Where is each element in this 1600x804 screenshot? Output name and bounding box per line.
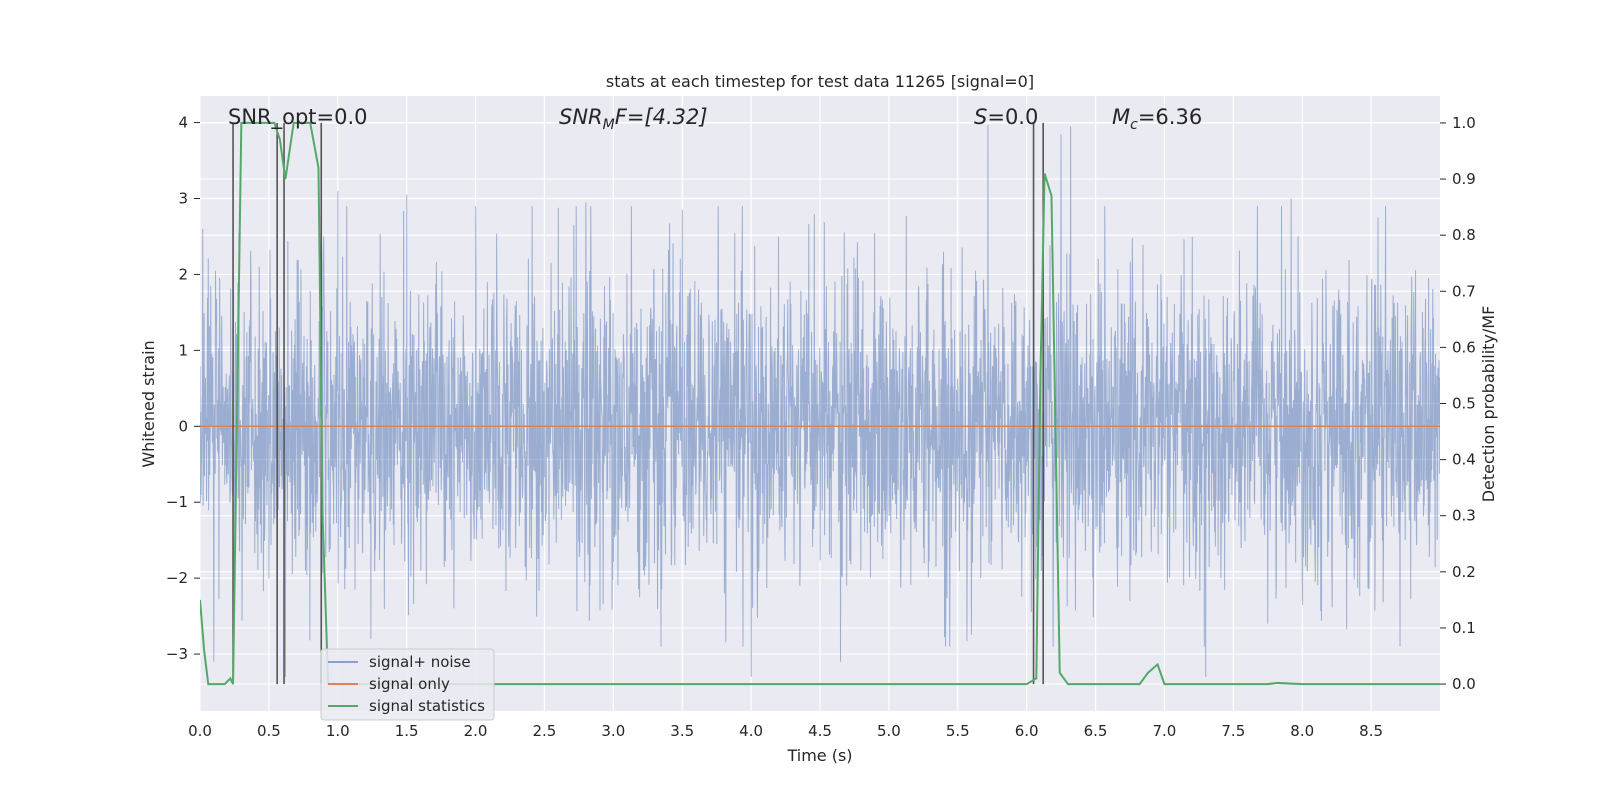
y-right-tick-label-2: 0.2 (1452, 563, 1476, 581)
legend-label-signal-only: signal only (369, 675, 450, 693)
x-tick-label-16: 8.0 (1290, 722, 1314, 740)
annotation-snr-mf-sub: M (603, 117, 615, 133)
y-right-tick-label-3: 0.3 (1452, 507, 1476, 525)
annotation-mc-main: M (1112, 105, 1130, 129)
x-tick-label-8: 4.0 (739, 722, 763, 740)
annotation-s: S=0.0 (974, 105, 1038, 129)
x-tick-label-6: 3.0 (601, 722, 625, 740)
y-right-tick-label-10: 1.0 (1452, 114, 1476, 132)
y-left-tick-label-5: 2 (178, 265, 188, 283)
y-right-tick-label-8: 0.8 (1452, 226, 1476, 244)
y-left-tick-label-7: 4 (178, 114, 188, 132)
annotation-snr-opt: SNR_opt=0.0 (228, 105, 368, 130)
annotation-snr-mf: SNRMF=[4.32] (559, 105, 708, 133)
x-tick-label-11: 5.5 (946, 722, 970, 740)
y-left-tick-label-4: 1 (178, 341, 188, 359)
y-left-tick-label-3: 0 (178, 417, 188, 435)
x-tick-labels: 0.0 0.5 1.0 1.5 2.0 2.5 3.0 3.5 4.0 4.5 5.0 5.5 6.0 6… (188, 722, 1383, 740)
x-tick-label-3: 1.5 (395, 722, 419, 740)
x-tick-label-17: 8.5 (1359, 722, 1383, 740)
y-left-tick-label-6: 3 (178, 190, 188, 208)
x-tick-label-1: 0.5 (257, 722, 281, 740)
x-tick-label-13: 6.5 (1084, 722, 1108, 740)
annotation-mc-tail: =6.36 (1138, 105, 1202, 129)
x-tick-label-0: 0.0 (188, 722, 212, 740)
x-tick-label-12: 6.0 (1015, 722, 1039, 740)
annotation-snr-mf-tail: F=[4.32] (615, 105, 708, 129)
y-left-tick-label-2: −1 (166, 493, 188, 511)
x-tick-label-9: 4.5 (808, 722, 832, 740)
y-left-tick-label-1: −2 (166, 569, 188, 587)
x-tick-label-7: 3.5 (670, 722, 694, 740)
right-tick-labels: 0.0 0.1 0.2 0.3 0.4 0.5 0.6 0.7 0.8 0.9 1.0 (1440, 114, 1476, 693)
y-right-tick-label-7: 0.7 (1452, 282, 1476, 300)
x-tick-label-10: 5.0 (877, 722, 901, 740)
left-tick-labels: −3 −2 −1 0 1 2 3 4 (166, 114, 200, 663)
chart-title: stats at each timestep for test data 112… (606, 72, 1034, 91)
y-right-tick-label-4: 0.4 (1452, 451, 1476, 469)
y-right-tick-label-9: 0.9 (1452, 170, 1476, 188)
y-right-tick-label-5: 0.5 (1452, 395, 1476, 413)
x-axis-label: Time (s) (786, 746, 852, 765)
y-axis-label-left: Whitened strain (139, 340, 158, 467)
annotation-s-main: S (974, 105, 987, 129)
y-axis-label-right: Detection probability/MF (1479, 306, 1498, 503)
x-tick-label-2: 1.0 (326, 722, 350, 740)
y-left-tick-label-0: −3 (166, 645, 188, 663)
annotation-snr-mf-main: SNR (559, 105, 603, 129)
legend: signal+ noise signal only signal statist… (321, 649, 494, 720)
x-tick-label-15: 7.5 (1221, 722, 1245, 740)
x-tick-label-5: 2.5 (533, 722, 557, 740)
x-tick-label-4: 2.0 (464, 722, 488, 740)
y-right-tick-label-1: 0.1 (1452, 619, 1476, 637)
y-right-tick-label-0: 0.0 (1452, 675, 1476, 693)
annotation-mc: Mc=6.36 (1112, 105, 1202, 133)
x-tick-label-14: 7.0 (1153, 722, 1177, 740)
legend-label-statistics: signal statistics (369, 697, 485, 715)
y-right-tick-label-6: 0.6 (1452, 338, 1476, 356)
legend-label-signal-noise: signal+ noise (369, 653, 471, 671)
annotation-s-tail: =0.0 (987, 105, 1038, 129)
